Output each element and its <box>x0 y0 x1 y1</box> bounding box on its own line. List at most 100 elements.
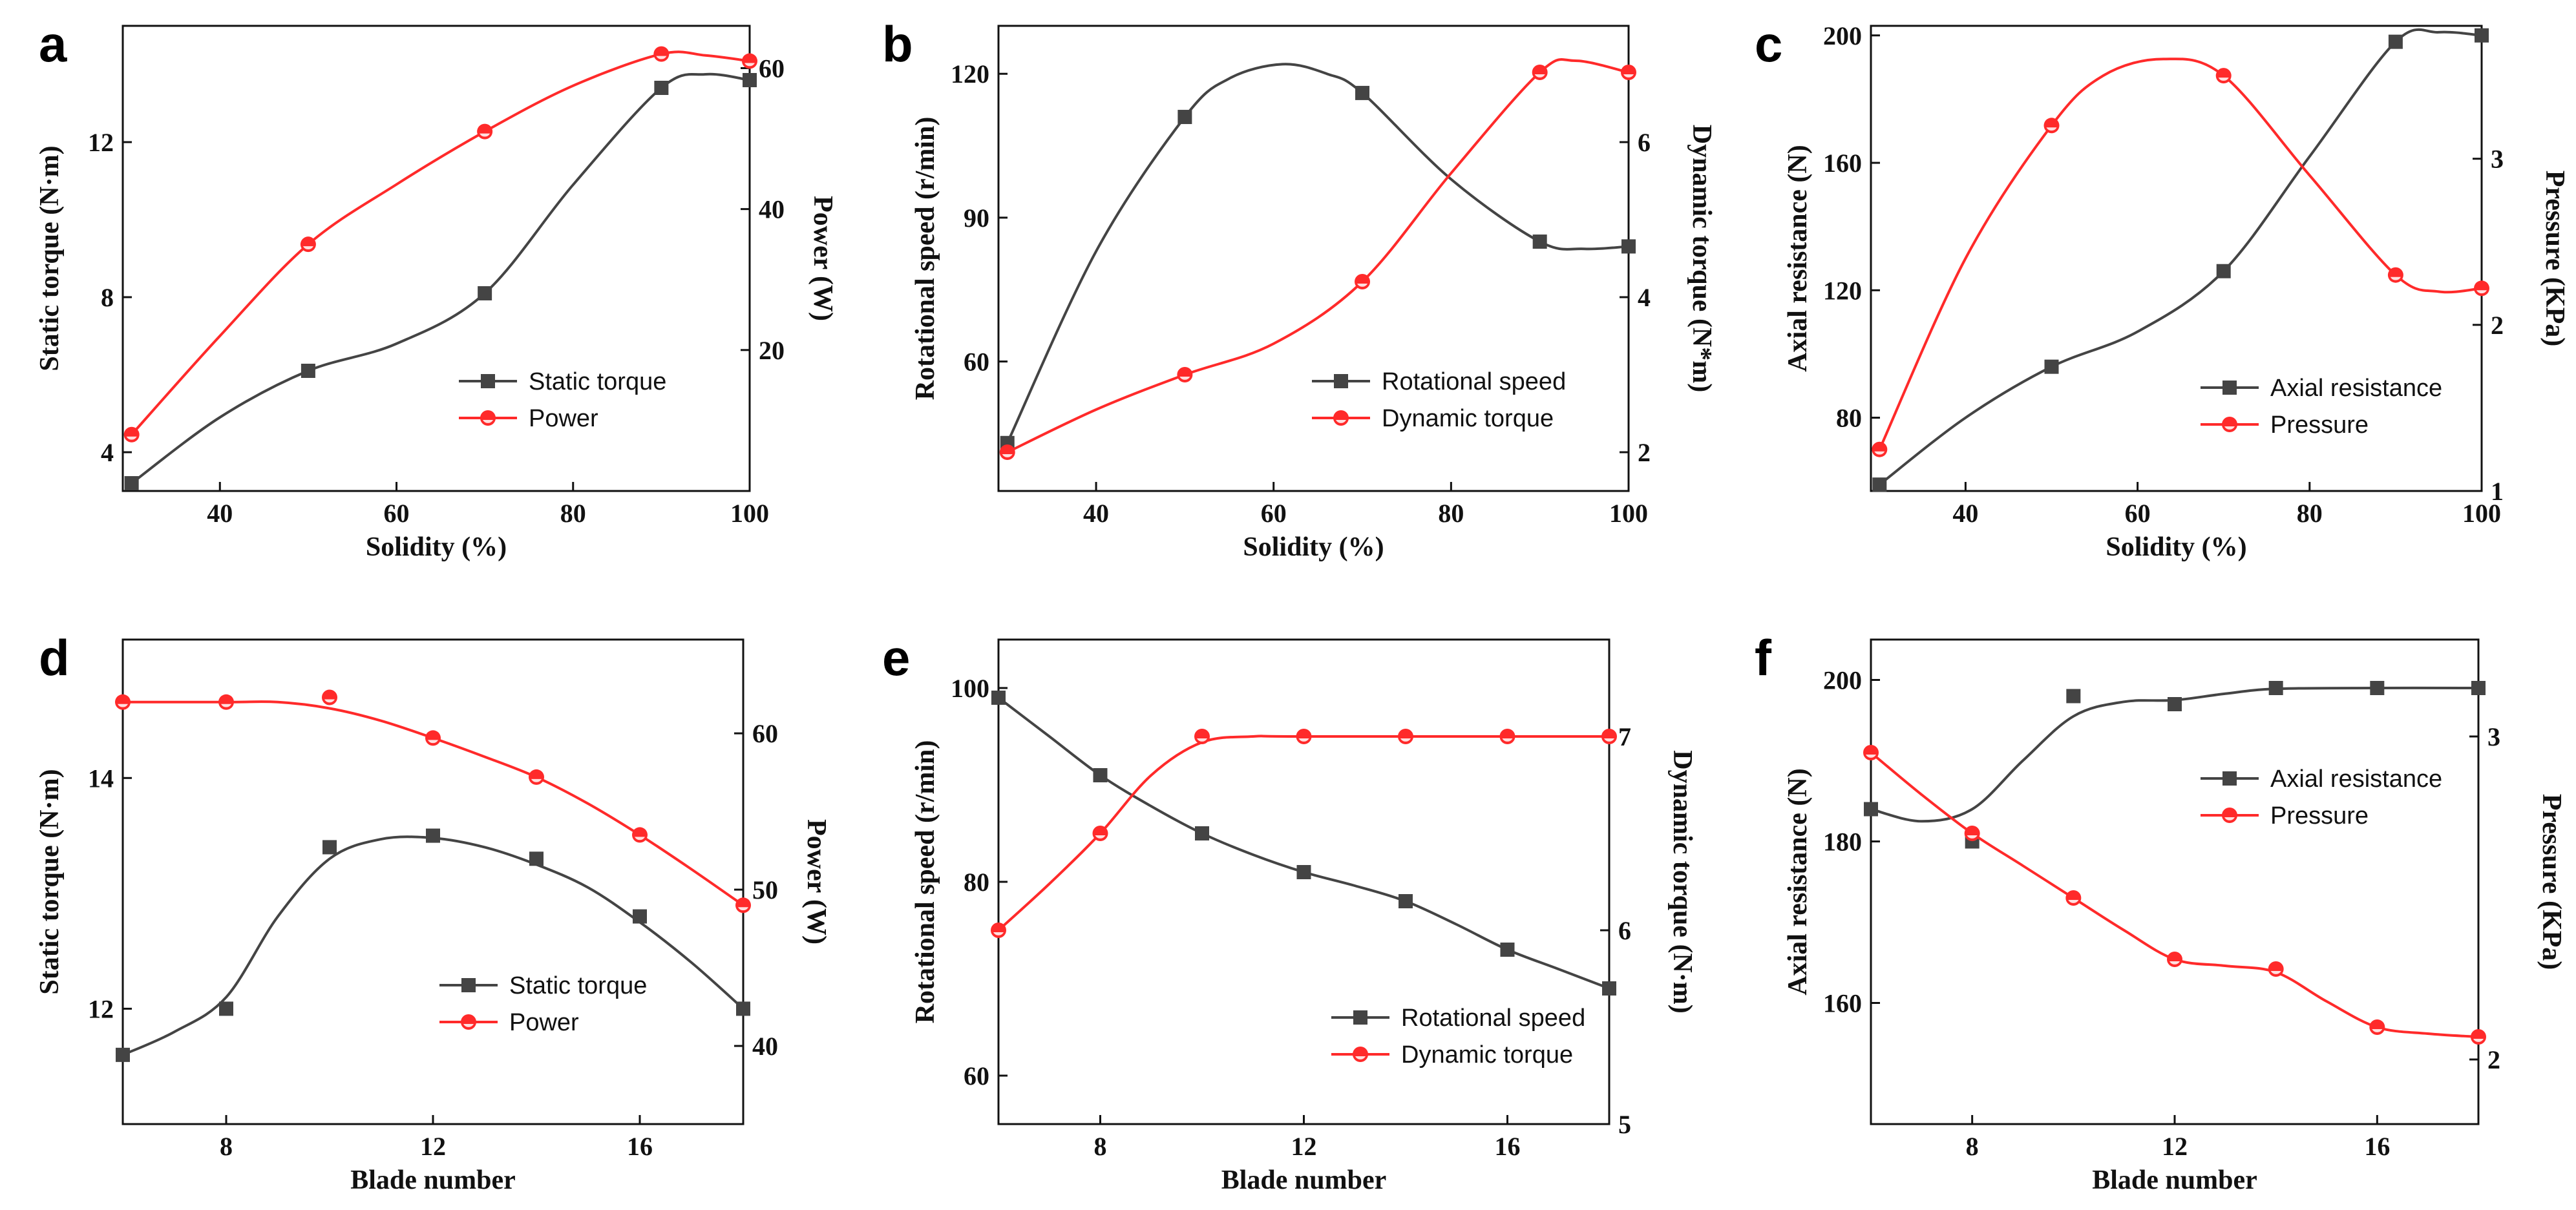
data-point <box>1195 826 1209 840</box>
y-left-tick-label: 100 <box>951 674 989 703</box>
data-point-fill <box>2065 890 2082 906</box>
plot-frame <box>121 638 744 1125</box>
x-tick-label: 80 <box>1438 499 1464 528</box>
series-pressure <box>1863 745 2486 1045</box>
x-tick-label: 40 <box>1952 499 1978 528</box>
x-tick-label: 8 <box>1094 1132 1107 1161</box>
data-point <box>478 286 492 300</box>
panel-letter: f <box>1755 629 1772 686</box>
data-point <box>654 81 669 95</box>
data-point <box>1863 745 1879 760</box>
data-point-fill <box>2215 68 2232 84</box>
data-point-fill <box>1964 826 1980 841</box>
data-point-half <box>744 63 755 67</box>
series-line <box>997 735 1609 932</box>
y-right-axis-title: Pressure (KPa) <box>2540 171 2570 347</box>
legend-marker <box>461 1014 476 1030</box>
y-left-tick-label: 8 <box>101 283 114 312</box>
x-tick-label: 16 <box>2364 1132 2390 1161</box>
data-point-fill <box>1532 65 1548 80</box>
legend-label: Rotational speed <box>1382 368 1566 395</box>
data-point-fill <box>735 897 751 913</box>
data-point <box>2388 34 2403 49</box>
y-right-tick-label: 2 <box>2487 1045 2500 1074</box>
legend-marker-fill <box>1353 1047 1368 1062</box>
y-right-tick-label: 5 <box>1618 1110 1631 1139</box>
y-right-tick-label: 2 <box>1638 438 1651 467</box>
legend-marker-half <box>1355 1056 1366 1059</box>
data-point <box>1532 235 1547 249</box>
y-right-axis-title: Power (W) <box>801 819 831 944</box>
data-point-fill <box>123 426 140 443</box>
y-left-tick-label: 160 <box>1823 989 1862 1018</box>
data-point-half <box>2473 1039 2484 1042</box>
data-point-fill <box>1621 65 1636 80</box>
legend-marker-fill <box>480 410 496 426</box>
data-point <box>1872 441 1888 457</box>
data-point <box>2370 681 2385 695</box>
chart-panel-b: b 40 60 80 100 Solidity (%) 60 90 120 Rotational … <box>882 16 1716 562</box>
data-point-fill <box>742 53 757 69</box>
data-point <box>2474 280 2489 297</box>
x-tick-label: 16 <box>1495 1132 1521 1161</box>
data-point <box>477 123 493 140</box>
legend-marker <box>461 978 476 992</box>
legend-label: Power <box>529 405 598 432</box>
x-axis-title: Blade number <box>350 1165 516 1195</box>
data-point <box>1864 802 1878 817</box>
data-point <box>2044 359 2059 374</box>
data-point <box>2387 267 2403 283</box>
data-point <box>991 923 1006 938</box>
plot-frame <box>997 25 1630 492</box>
chart-panel-d: d 8 12 16 Blade number 12 14 Static torque (N·m… <box>35 629 831 1195</box>
data-point <box>1093 768 1108 782</box>
data-point <box>301 364 315 378</box>
y-left-tick-label: 80 <box>964 868 989 897</box>
data-point <box>529 769 544 785</box>
legend-marker-half <box>1336 420 1346 423</box>
y-left-tick-label: 120 <box>951 59 989 89</box>
legend-entry: Dynamic torque <box>1312 405 1554 432</box>
series-line <box>1870 751 2479 1038</box>
data-point-fill <box>632 827 648 843</box>
legend-marker <box>1353 1047 1368 1062</box>
data-point <box>1177 110 1192 125</box>
y-right-tick-label: 7 <box>1618 722 1631 751</box>
data-point <box>2043 118 2060 134</box>
legend-label: Static torque <box>529 368 666 395</box>
x-axis-title: Solidity (%) <box>366 532 507 562</box>
data-point <box>1177 367 1193 382</box>
legend-entry: Axial resistance <box>2201 766 2442 793</box>
data-point <box>2268 961 2284 977</box>
y-right-axis-title: Dynamic torque (N*m) <box>1687 125 1716 393</box>
data-point-fill <box>1177 367 1193 382</box>
data-point <box>736 1001 750 1016</box>
series-dynamic-torque <box>991 729 1617 938</box>
series-line <box>1870 686 2479 823</box>
data-point-fill <box>2387 267 2403 283</box>
data-point <box>2066 689 2081 704</box>
data-point <box>2471 1029 2486 1045</box>
y-left-tick-label: 90 <box>964 203 989 233</box>
y-right-tick-label: 1 <box>2491 477 2504 506</box>
data-point-half <box>1095 835 1106 839</box>
legend-entry: Axial resistance <box>2201 375 2442 402</box>
data-point <box>322 689 337 705</box>
data-point <box>1296 729 1312 744</box>
x-axis-title: Blade number <box>1221 1165 1387 1195</box>
data-point <box>1398 729 1413 744</box>
y-left-tick-label: 60 <box>964 348 989 377</box>
data-point <box>116 1047 130 1062</box>
legend-marker <box>481 374 495 388</box>
data-point <box>1296 865 1311 879</box>
data-point-half <box>1604 738 1614 742</box>
y-left-tick-label: 12 <box>88 994 114 1023</box>
y-left-tick-label: 180 <box>1823 828 1862 857</box>
series-rotational-speed <box>991 691 1616 996</box>
data-point-half <box>1502 738 1513 742</box>
data-point-fill <box>300 236 316 253</box>
y-left-tick-label: 200 <box>1823 21 1862 50</box>
series-power <box>123 46 757 443</box>
y-left-tick-label: 14 <box>88 764 114 793</box>
x-axis-title: Solidity (%) <box>1243 532 1384 562</box>
